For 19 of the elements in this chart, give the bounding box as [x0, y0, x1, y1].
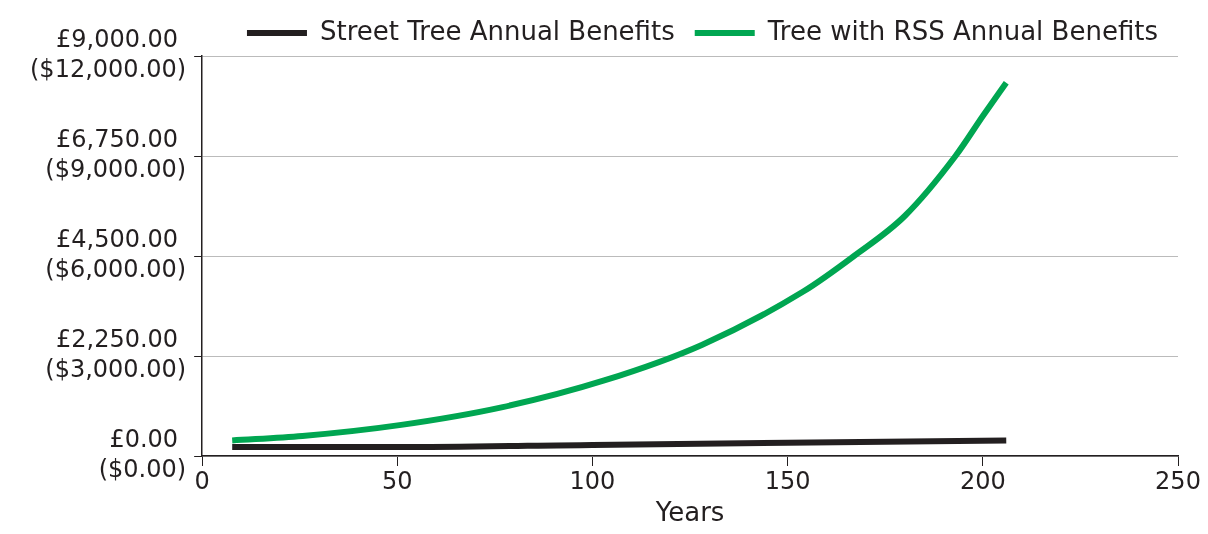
x-tick-label: 150 — [764, 466, 811, 495]
legend-label: Street Tree Annual Benefits — [319, 15, 675, 46]
y-tick-label: £9,000.00 — [55, 25, 179, 54]
legend-label: Tree with RSS Annual Benefits — [766, 15, 1159, 46]
y2-tick-label: ($6,000.00) — [45, 255, 187, 284]
y-tick-label: £4,500.00 — [55, 225, 179, 254]
x-tick-label: 250 — [1155, 466, 1201, 495]
x-axis-title: Years — [654, 497, 725, 528]
x-tick-label: 50 — [382, 466, 413, 495]
y2-tick-label: ($12,000.00) — [30, 55, 187, 84]
y2-tick-label: ($3,000.00) — [45, 355, 187, 384]
y-tick-label: £0.00 — [109, 425, 179, 454]
y-tick-label: £6,750.00 — [55, 125, 179, 154]
y2-tick-label: ($9,000.00) — [45, 155, 187, 184]
y2-tick-label: ($0.00) — [98, 455, 187, 484]
x-tick-label: 200 — [959, 466, 1006, 495]
y-tick-label: £2,250.00 — [55, 325, 179, 354]
x-tick-label: 0 — [194, 466, 210, 495]
x-tick-label: 100 — [569, 466, 616, 495]
